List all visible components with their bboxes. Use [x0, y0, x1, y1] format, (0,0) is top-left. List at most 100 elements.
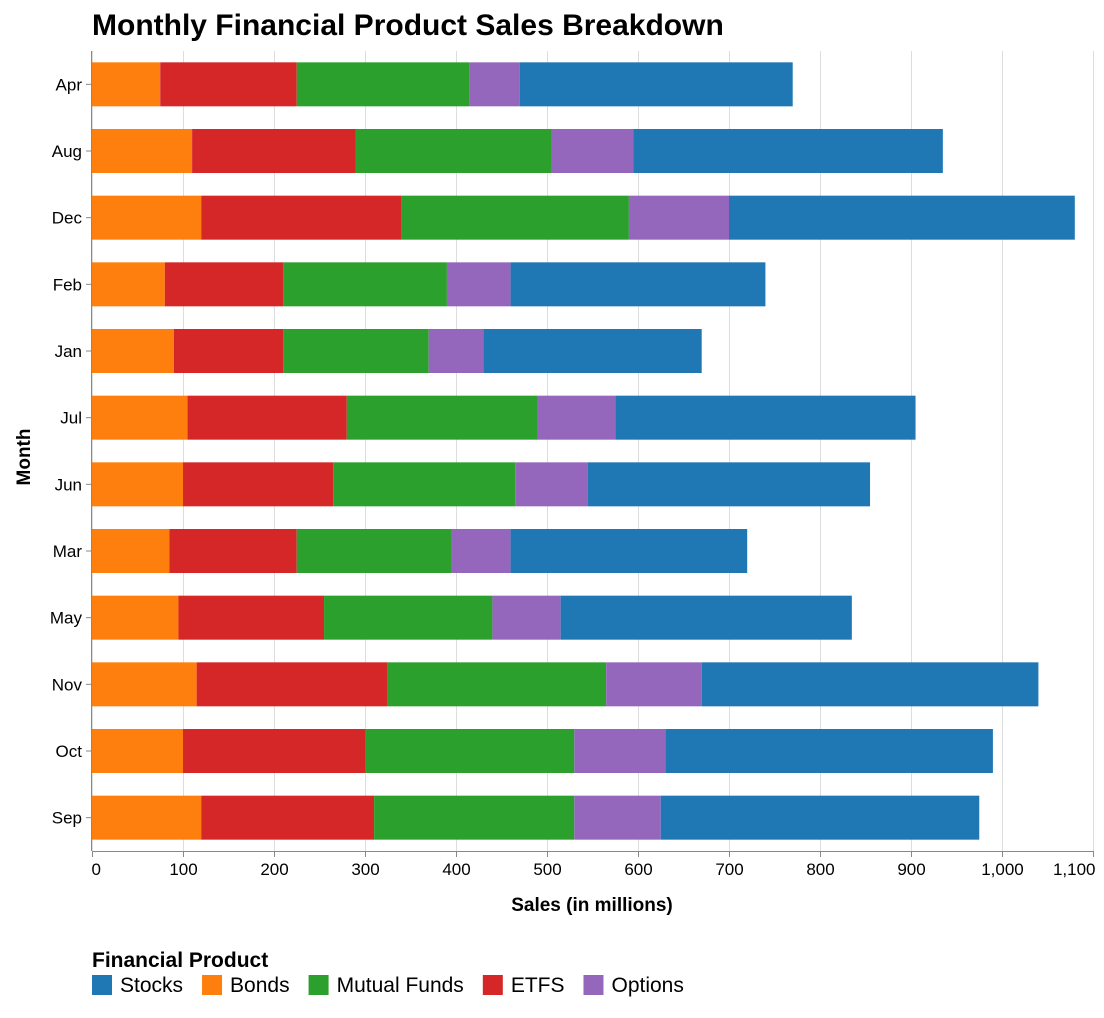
y-tick-label-jun: Jun [55, 475, 82, 494]
bar-jun-mutual-funds [333, 462, 516, 507]
bar-may-bonds [92, 595, 179, 640]
x-axis-title: Sales (in millions) [511, 895, 673, 916]
bar-jul-options [537, 395, 616, 440]
bar-feb-etfs [164, 262, 284, 307]
bar-jul-mutual-funds [346, 395, 538, 440]
bar-feb-stocks [510, 262, 766, 307]
bar-sep-stocks [660, 795, 980, 840]
bar-oct-stocks [665, 729, 993, 773]
bar-nov-etfs [196, 662, 388, 707]
legend-label-etfs: ETFS [511, 974, 565, 997]
x-tick-label: 700 [715, 860, 743, 879]
x-tick-label: 1,000 [981, 860, 1024, 879]
legend-swatch-options [583, 975, 604, 995]
x-tick-label: 800 [806, 860, 834, 879]
bar-sep-mutual-funds [374, 795, 575, 840]
bar-jun-options [515, 462, 588, 507]
y-tick-label-jan: Jan [55, 342, 82, 361]
grid-lines [92, 51, 1094, 851]
bar-oct-etfs [183, 729, 365, 773]
legend-title: Financial Product [92, 949, 268, 972]
bar-jul-bonds [92, 395, 188, 440]
bar-sep-etfs [201, 795, 375, 840]
bar-oct-options [574, 729, 666, 773]
bar-nov-options [606, 662, 702, 707]
legend-swatch-bonds [202, 975, 223, 995]
y-tick-label-apr: Apr [56, 75, 83, 94]
bar-aug-options [551, 129, 634, 173]
y-tick-label-feb: Feb [53, 275, 82, 294]
x-tick-label: 300 [351, 860, 379, 879]
bar-apr-mutual-funds [296, 62, 470, 107]
y-tick-label-dec: Dec [52, 209, 83, 228]
bar-dec-etfs [201, 195, 402, 240]
bar-may-mutual-funds [324, 595, 493, 640]
x-tick-label: 600 [624, 860, 652, 879]
bar-mar-options [451, 529, 511, 573]
bar-jan-options [428, 329, 484, 373]
bar-aug-etfs [192, 129, 356, 173]
bar-jan-mutual-funds [283, 329, 429, 373]
bar-jun-etfs [183, 462, 334, 507]
x-tick-label: 200 [260, 860, 288, 879]
legend-label-mutual-funds: Mutual Funds [337, 974, 464, 997]
x-tick-label: 400 [442, 860, 470, 879]
legend-item-mutual-funds: Mutual Funds [308, 974, 464, 997]
bar-jan-stocks [483, 329, 702, 373]
bar-mar-mutual-funds [296, 529, 452, 573]
x-tick-label: 0 [92, 860, 101, 879]
x-tick-label: 100 [169, 860, 197, 879]
bar-may-options [492, 595, 561, 640]
bar-jul-etfs [187, 395, 347, 440]
bar-sep-bonds [92, 795, 202, 840]
bars [92, 62, 1075, 840]
bar-nov-bonds [92, 662, 197, 707]
legend-item-stocks: Stocks [92, 974, 183, 997]
y-tick-label-aug: Aug [52, 142, 82, 161]
bar-feb-mutual-funds [283, 262, 447, 307]
legend-label-stocks: Stocks [120, 974, 183, 997]
legend-swatch-stocks [92, 975, 112, 995]
bar-may-stocks [560, 595, 852, 640]
bar-jun-stocks [587, 462, 871, 507]
bar-may-etfs [178, 595, 325, 640]
bar-jul-stocks [615, 395, 916, 440]
y-tick-label-mar: Mar [53, 542, 83, 561]
bar-dec-stocks [729, 195, 1075, 240]
legend-label-bonds: Bonds [230, 974, 290, 997]
bar-aug-bonds [92, 129, 193, 173]
bar-oct-bonds [92, 729, 183, 773]
legend-swatch-etfs [482, 975, 503, 995]
bar-dec-mutual-funds [401, 195, 629, 240]
y-tick-label-may: May [50, 609, 83, 628]
bar-aug-mutual-funds [355, 129, 552, 173]
bar-mar-etfs [169, 529, 297, 573]
bar-nov-stocks [701, 662, 1039, 707]
bar-jan-etfs [173, 329, 284, 373]
x-tick-label: 900 [897, 860, 925, 879]
bar-apr-etfs [160, 62, 297, 107]
bar-mar-bonds [92, 529, 170, 573]
legend-label-options: Options [611, 974, 683, 997]
legend-swatch-mutual-funds [308, 975, 329, 995]
axes: 0 100 200 300 400 500 600 700 800 900 1,000 1,100 Ap… [50, 51, 1096, 879]
legend-item-options: Options [583, 974, 684, 997]
legend: Stocks Bonds Mutual Funds ETFS Options [92, 974, 684, 997]
bar-apr-stocks [519, 62, 793, 107]
y-tick-label-sep: Sep [52, 809, 82, 828]
x-tick-label: 500 [533, 860, 561, 879]
bar-apr-options [469, 62, 520, 107]
bar-jun-bonds [92, 462, 183, 507]
bar-apr-bonds [92, 62, 161, 107]
y-tick-label-jul: Jul [60, 409, 82, 428]
bar-feb-bonds [92, 262, 165, 307]
x-tick-label: 1,100 [1053, 860, 1096, 879]
bar-mar-stocks [510, 529, 748, 573]
bar-dec-options [628, 195, 729, 240]
bar-feb-options [446, 262, 511, 307]
bar-dec-bonds [92, 195, 202, 240]
bar-sep-options [574, 795, 661, 840]
bar-jan-bonds [92, 329, 174, 373]
bar-aug-stocks [633, 129, 943, 173]
